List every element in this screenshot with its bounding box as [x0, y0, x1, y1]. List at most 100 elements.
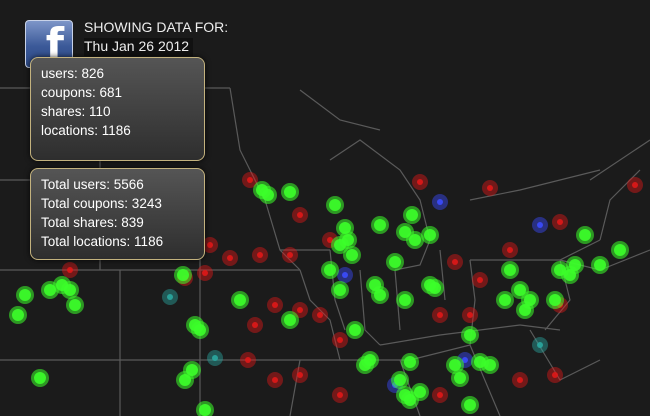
location-dot	[337, 392, 343, 398]
location-dot	[69, 299, 81, 311]
location-dot	[257, 252, 263, 258]
location-dot	[437, 312, 443, 318]
location-dot	[374, 219, 386, 231]
location-dot	[12, 309, 24, 321]
location-dot	[517, 377, 523, 383]
location-dot	[552, 372, 558, 378]
state-border	[329, 139, 431, 271]
state-border	[469, 169, 601, 201]
location-dot	[44, 284, 56, 296]
location-dot	[537, 342, 543, 348]
location-dot	[487, 185, 493, 191]
location-dot	[179, 374, 191, 386]
total-stats: Total users: 5566 Total coupons: 3243 To…	[30, 168, 205, 260]
stat: coupons: 681	[41, 85, 123, 100]
location-dot	[614, 244, 626, 256]
state-border	[519, 324, 561, 331]
state-border	[300, 344, 471, 361]
location-dot	[424, 229, 436, 241]
location-dot	[194, 324, 206, 336]
state-border	[470, 239, 601, 261]
location-dot	[272, 377, 278, 383]
stat: Total users: 5566	[41, 177, 144, 192]
location-dot	[507, 247, 513, 253]
location-dot	[417, 179, 423, 185]
location-dot	[247, 177, 253, 183]
stat: users: 826	[41, 66, 105, 81]
location-dot	[632, 182, 638, 188]
location-dot	[297, 212, 303, 218]
location-dot	[437, 392, 443, 398]
location-dot	[284, 314, 296, 326]
location-dot	[557, 219, 563, 225]
location-dot	[409, 234, 421, 246]
state-border	[299, 269, 341, 361]
location-dot	[67, 267, 73, 273]
location-dot	[245, 357, 251, 363]
location-dot	[404, 356, 416, 368]
showing-label: SHOWING DATA FOR:	[84, 19, 229, 35]
location-dot	[537, 222, 543, 228]
location-dot	[437, 199, 443, 205]
location-dot	[399, 294, 411, 306]
location-dot	[464, 399, 476, 411]
state-border	[229, 87, 301, 271]
location-dot	[327, 237, 333, 243]
location-dot	[454, 372, 466, 384]
location-dot	[594, 259, 606, 271]
state-border	[289, 359, 301, 416]
state-border	[299, 89, 381, 131]
location-dot	[297, 307, 303, 313]
location-dot	[284, 186, 296, 198]
location-dot	[56, 279, 68, 291]
stat: locations: 1186	[41, 123, 131, 138]
location-dot	[252, 322, 258, 328]
location-dot	[177, 269, 189, 281]
location-dot	[346, 249, 358, 261]
location-dot	[374, 289, 386, 301]
location-dot	[272, 302, 278, 308]
location-dot	[334, 284, 346, 296]
location-dot	[234, 294, 246, 306]
location-dot	[317, 312, 323, 318]
location-dot	[297, 372, 303, 378]
location-dot	[406, 209, 418, 221]
location-dot	[202, 270, 208, 276]
location-dot	[34, 372, 46, 384]
location-dot	[477, 277, 483, 283]
location-dot	[462, 357, 468, 363]
location-dot	[207, 242, 213, 248]
location-dot	[464, 329, 476, 341]
stat: Total locations: 1186	[41, 234, 164, 249]
location-dot	[287, 252, 293, 258]
location-dot	[569, 259, 581, 271]
state-border	[379, 324, 521, 346]
state-border	[359, 269, 381, 346]
location-dot	[262, 189, 274, 201]
location-dot	[324, 264, 336, 276]
state-border	[439, 249, 446, 301]
location-dot	[414, 386, 426, 398]
location-dot	[359, 359, 371, 371]
location-dot	[499, 294, 511, 306]
location-dot	[227, 255, 233, 261]
location-dot	[467, 312, 473, 318]
location-dot	[342, 272, 348, 278]
state-border	[599, 169, 641, 241]
stat: Total coupons: 3243	[41, 196, 162, 211]
location-dot	[212, 355, 218, 361]
stat: Total shares: 839	[41, 215, 144, 230]
location-dot	[504, 264, 516, 276]
location-dot	[337, 337, 343, 343]
location-dot	[167, 294, 173, 300]
location-dot	[452, 259, 458, 265]
daily-stats: users: 826 coupons: 681 shares: 110 loca…	[30, 57, 205, 161]
location-dot	[19, 289, 31, 301]
stat: shares: 110	[41, 104, 111, 119]
location-dot	[394, 374, 406, 386]
location-dot	[484, 359, 496, 371]
location-dot	[342, 234, 354, 246]
location-dot	[349, 324, 361, 336]
